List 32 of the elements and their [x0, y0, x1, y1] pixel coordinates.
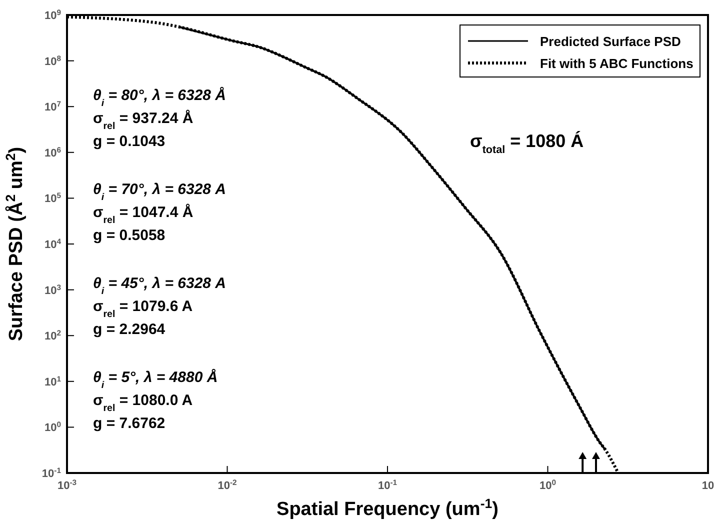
annotation: σ$_{rel}$ = 1080.0 A: [93, 392, 193, 414]
y-tick-label: 10$^{5}$: [44, 190, 62, 206]
y-tick-label: 10$^{6}$: [44, 144, 61, 160]
y-tick-label: 10$^{3}$: [44, 282, 61, 297]
x-tick-label: 10: [702, 480, 714, 492]
y-tick-label: 10$^{1}$: [44, 374, 62, 388]
y-tick-label: 10$^{8}$: [44, 53, 62, 68]
x-tick-label: 10$^{0}$: [539, 478, 556, 492]
y-tick-label: 10$^{4}$: [44, 236, 62, 251]
annotation: g = 7.6762: [93, 415, 166, 432]
legend-label: Fit with 5 ABC Functions: [540, 56, 694, 71]
legend-label: Predicted Surface PSD: [540, 34, 681, 49]
annotation: σ$_{rel}$ = 937.24 Å: [93, 109, 194, 132]
annotation: θ$_{i}$ = 70°, λ = 6328 A: [93, 181, 226, 202]
annotation: σ$_{total}$ = 1080 Á: [470, 131, 584, 156]
y-tick-label: 10$^{-1}$: [42, 466, 62, 480]
x-tick-label: 10$^{-2}$: [218, 478, 237, 492]
annotation: σ$_{rel}$ = 1079.6 A: [93, 298, 193, 320]
annotation: g = 2.2964: [93, 321, 166, 338]
x-tick-label: 10$^{-3}$: [57, 478, 77, 492]
y-tick-label: 10$^{9}$: [44, 8, 61, 22]
y-tick-label: 10$^{7}$: [44, 99, 61, 114]
y-tick-label: 10$^{2}$: [44, 328, 61, 343]
annotation: g = 0.1043: [93, 133, 166, 150]
x-tick-label: 10$^{-1}$: [378, 478, 398, 492]
annotation: g = 0.5058: [93, 227, 166, 244]
annotation: θ$_{i}$ = 80°, λ = 6328 Å: [93, 86, 226, 108]
y-tick-label: 10$^{0}$: [44, 420, 61, 434]
x-axis-title: Spatial Frequency (um$^{-1}$): [276, 496, 498, 520]
annotation: θ$_{i}$ = 45°, λ = 6328 A: [93, 275, 226, 296]
annotation: σ$_{rel}$ = 1047.4 Å: [93, 203, 194, 226]
annotation: θ$_{i}$ = 5°, λ = 4880 Å: [93, 368, 218, 390]
